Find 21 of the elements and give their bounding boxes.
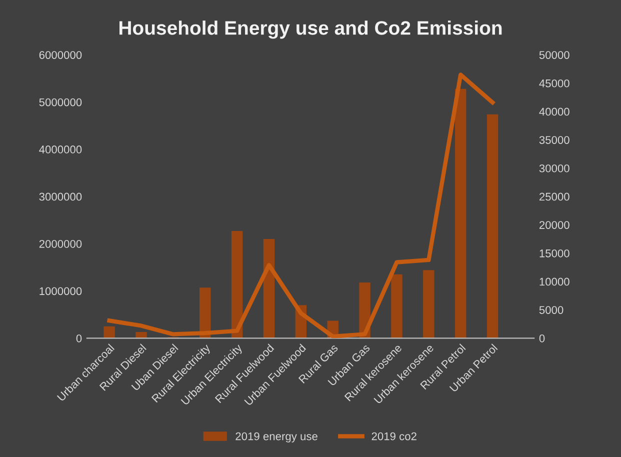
y2-tick-label: 50000 — [539, 51, 570, 59]
y2-tick-label: 45000 — [539, 79, 570, 88]
legend-label: 2019 energy use — [236, 432, 318, 442]
y2-tick-label: 5000 — [539, 306, 564, 314]
y-tick-label: 4000000 — [39, 146, 82, 154]
y-tick-label: 0 — [76, 334, 82, 342]
y2-tick-label: 25000 — [539, 192, 570, 201]
y2-tick-label: 30000 — [539, 164, 570, 172]
y-tick-label: 1000000 — [40, 287, 82, 296]
y-tick-label: 6000000 — [39, 51, 82, 59]
y2-tick-label: 40000 — [539, 108, 570, 116]
y-tick-label: 5000000 — [39, 98, 82, 106]
chart-title: Household Energy use and Co2 Emission — [119, 20, 502, 39]
y2-tick-label: 20000 — [539, 221, 570, 229]
y-tick-label: 2000000 — [39, 240, 82, 248]
y-tick-label: 3000000 — [39, 192, 82, 201]
y2-tick-label: 15000 — [540, 249, 570, 258]
y2-tick-label: 35000 — [539, 136, 570, 144]
legend-label: 2019 co2 — [372, 432, 416, 440]
y2-tick-label: 0 — [539, 334, 545, 342]
y2-tick-label: 10000 — [540, 278, 570, 286]
